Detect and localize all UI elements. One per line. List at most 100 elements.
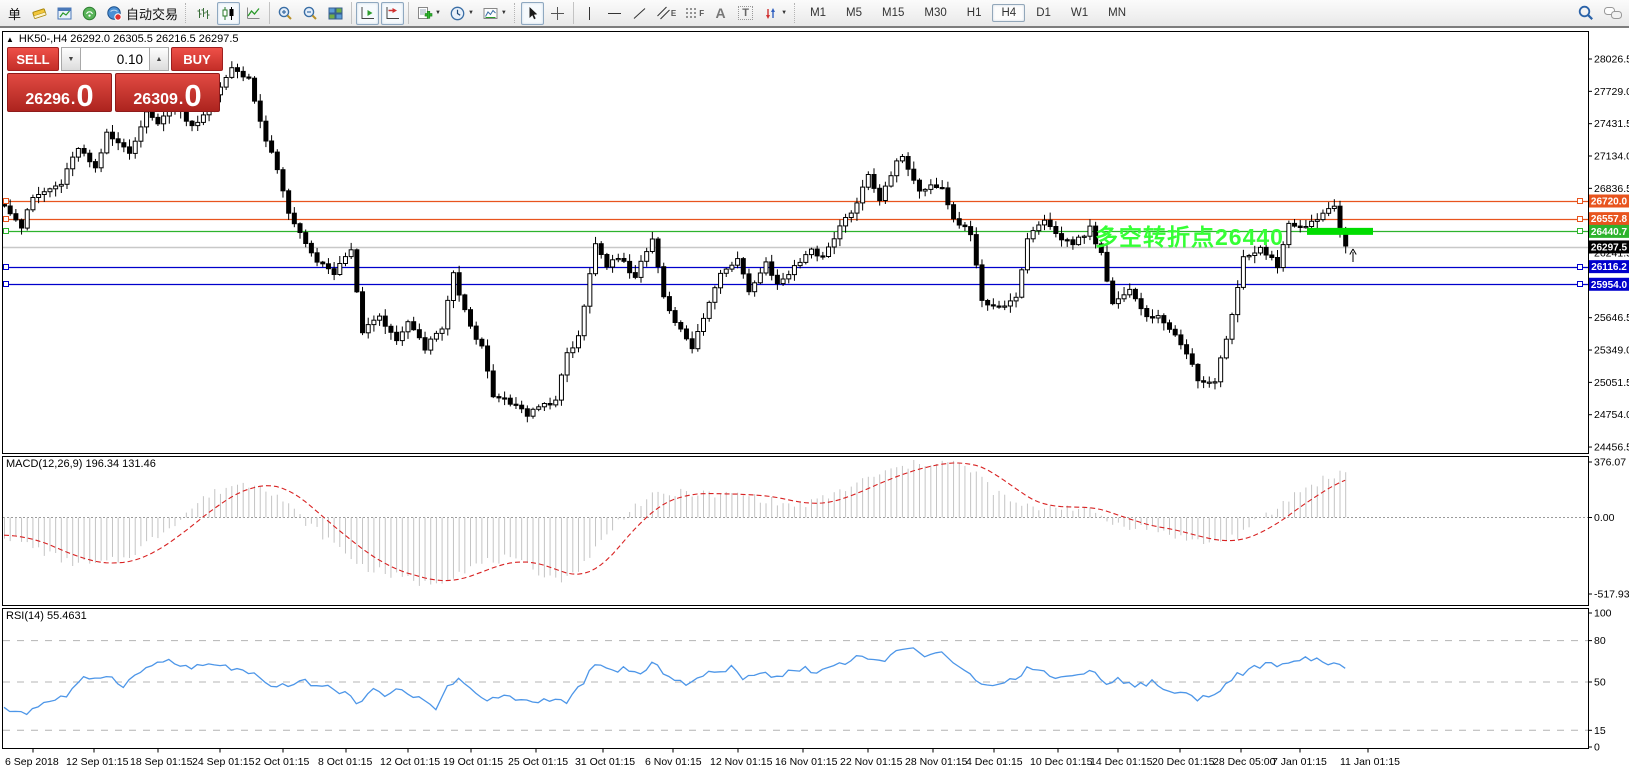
macd-label: MACD(12,26,9) 196.34 131.46 <box>6 458 156 470</box>
tile-windows-button[interactable] <box>324 2 347 25</box>
zoom-out-button[interactable] <box>299 2 322 25</box>
chart-area[interactable]: 28026.5 27729.0 27431.5 27134.0 26836.5 26241… <box>0 28 1629 774</box>
fibonacci-tool-button[interactable]: F <box>681 2 707 25</box>
price-badge-label: 26440.7 <box>1591 227 1628 238</box>
macd-pane <box>3 460 1588 586</box>
line-handle[interactable] <box>1577 281 1583 287</box>
chart-window-icon <box>57 7 72 19</box>
date-tick-label: 16 Nov 01:15 <box>775 756 838 768</box>
trendline-tool-button[interactable] <box>628 2 651 25</box>
volume-increase-button[interactable]: ▲ <box>149 47 169 71</box>
chat-button[interactable] <box>1600 2 1626 25</box>
volume-decrease-button[interactable]: ▼ <box>61 47 81 71</box>
buy-button[interactable]: BUY <box>171 47 223 71</box>
search-button[interactable] <box>1574 2 1598 25</box>
line-handle[interactable] <box>1577 198 1583 204</box>
candlestick-mode-button[interactable] <box>217 1 241 25</box>
line-handle[interactable] <box>3 198 9 204</box>
fibonacci-icon <box>686 8 698 17</box>
horizontal-line-icon <box>607 12 621 14</box>
panel-collapse-toggle[interactable]: ▲ <box>6 34 14 44</box>
timeframe-W1[interactable]: W1 <box>1070 7 1089 19</box>
history-center-button[interactable] <box>28 2 51 25</box>
chart-shift-button[interactable] <box>381 1 405 25</box>
macd-axis-label: 376.07 <box>1594 457 1626 469</box>
timeframe-D1[interactable]: D1 <box>1036 7 1051 19</box>
line-handle[interactable] <box>3 216 9 222</box>
line-chart-mode-button[interactable] <box>242 2 265 25</box>
crosshair-tool-button[interactable] <box>546 2 569 25</box>
timeframe-MN[interactable]: MN <box>1108 7 1127 19</box>
price-tick-label: 27729.0 <box>1594 86 1629 98</box>
sell-price-button[interactable]: 26296 . 0 <box>7 73 112 112</box>
price-axis: 28026.5 27729.0 27431.5 27134.0 26836.5 26241… <box>1588 54 1629 754</box>
toolbar-separator <box>351 2 353 24</box>
price-tick-label: 25051.5 <box>1594 377 1629 389</box>
text-label-tool-button[interactable]: T <box>734 2 757 25</box>
line-handle[interactable] <box>3 228 9 234</box>
timeframe-H1[interactable]: H1 <box>966 7 982 19</box>
chart-title-row: ▲ HK50-,H4 26292.0 26305.5 26216.5 26297… <box>6 33 239 45</box>
date-tick-label: 28 Dec 05:00 <box>1213 756 1276 768</box>
new-order-button[interactable]: 单 <box>3 2 26 25</box>
price-tick-label: 24456.5 <box>1594 442 1629 454</box>
date-tick-label: 7 Jan 01:15 <box>1272 756 1327 768</box>
cursor-tool-button[interactable] <box>520 1 544 25</box>
price-badge <box>1589 212 1629 226</box>
sell-price-main: 26296 <box>25 91 70 108</box>
trend-annotation: 多空转折点26440 <box>1095 224 1284 250</box>
timeframe-M15[interactable]: M15 <box>882 7 905 19</box>
line-handle[interactable] <box>3 281 9 287</box>
date-tick-label: 11 Jan 01:15 <box>1340 756 1400 768</box>
line-handle[interactable] <box>1577 264 1583 270</box>
macd-pane-frame <box>2 456 1589 606</box>
signal-button[interactable] <box>78 2 101 25</box>
autotrading-button[interactable]: 自动交易 <box>103 2 181 25</box>
line-handle[interactable] <box>1577 216 1583 222</box>
date-tick-label: 6 Sep 2018 <box>5 756 59 768</box>
date-tick-label: 18 Sep 01:15 <box>130 756 193 768</box>
volume-stepper: ▼ 0.10 ▲ <box>61 47 169 71</box>
sell-button[interactable]: SELL <box>7 47 59 71</box>
arrows-tool-button[interactable]: ▼ <box>759 2 790 25</box>
zoom-in-button[interactable] <box>274 2 297 25</box>
text-tool-button[interactable]: A <box>709 2 732 25</box>
periods-button[interactable]: ▼ <box>446 2 477 25</box>
date-tick-label: 4 Dec 01:15 <box>966 756 1023 768</box>
macd-axis-label: -517.93 <box>1594 589 1629 601</box>
price-arrow-marker <box>1349 248 1357 262</box>
line-handle[interactable] <box>3 264 9 270</box>
timeframe-H4[interactable]: H4 <box>992 4 1026 22</box>
templates-button[interactable]: ▼ <box>479 2 510 25</box>
timeframe-M5[interactable]: M5 <box>846 7 863 19</box>
price-tick-label: 26241.5 <box>1594 248 1629 260</box>
trade-panel-price-row: 26296 . 0 26309 . 0 <box>7 73 223 112</box>
line-chart-icon <box>247 7 260 19</box>
trend-segment <box>1307 227 1373 235</box>
auto-scroll-button[interactable] <box>356 1 380 25</box>
toolbar-separator <box>572 2 574 24</box>
main-toolbar: 单 自动交易 <box>0 0 1629 28</box>
tile-windows-icon <box>328 7 343 19</box>
chevron-down-icon: ▼ <box>435 10 441 16</box>
timeframe-M1[interactable]: M1 <box>810 7 827 19</box>
price-tick-label: 25349.0 <box>1594 345 1629 357</box>
price-badge-label: 26557.8 <box>1591 214 1628 225</box>
template-icon <box>483 7 498 19</box>
toolbar-separator <box>408 2 410 24</box>
timeframe-M30[interactable]: M30 <box>924 7 947 19</box>
toolbar-grip <box>794 3 797 23</box>
main-pane-frame <box>2 31 1589 454</box>
vertical-line-tool-button[interactable] <box>578 2 601 25</box>
buy-price-button[interactable]: 26309 . 0 <box>115 73 220 112</box>
new-chart-button[interactable]: ▼ <box>413 2 444 25</box>
bar-chart-mode-button[interactable] <box>192 2 215 25</box>
volume-input[interactable]: 0.10 <box>81 47 149 71</box>
line-handle[interactable] <box>1577 228 1583 234</box>
autotrading-icon <box>107 5 122 21</box>
chart-window-button[interactable] <box>53 2 76 25</box>
chevron-down-icon: ▼ <box>467 10 474 16</box>
crosshair-icon <box>550 6 564 20</box>
horizontal-line-tool-button[interactable] <box>603 2 626 25</box>
channel-tool-button[interactable]: E <box>653 2 679 25</box>
